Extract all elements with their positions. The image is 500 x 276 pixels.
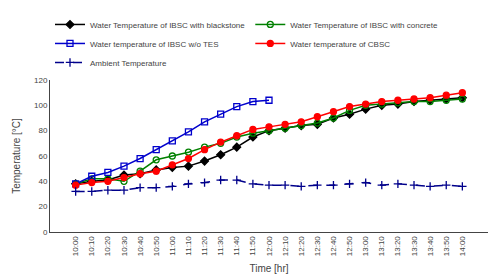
svg-text:Water temperature of IBSC w/o: Water temperature of IBSC w/o TES [90,40,219,49]
svg-text:10:00: 10:00 [71,236,80,257]
svg-text:13:00: 13:00 [361,236,370,257]
svg-text:60: 60 [38,152,47,161]
svg-text:10:30: 10:30 [120,236,129,257]
svg-text:12:30: 12:30 [313,236,322,257]
svg-text:11:10: 11:10 [184,236,193,256]
svg-text:11:30: 11:30 [216,236,225,256]
svg-text:10:40: 10:40 [136,236,145,257]
svg-text:13:30: 13:30 [410,236,419,257]
svg-text:100: 100 [34,101,48,110]
svg-text:11:50: 11:50 [248,236,257,256]
svg-text:10:50: 10:50 [152,236,161,257]
svg-text:11:00: 11:00 [168,236,177,256]
svg-text:Water temperature of CBSC: Water temperature of CBSC [290,40,390,49]
svg-text:11:20: 11:20 [200,236,209,256]
svg-text:11:40: 11:40 [232,236,241,256]
svg-text:Ambient Temperature: Ambient Temperature [90,59,167,68]
svg-text:12:40: 12:40 [329,236,338,257]
svg-text:12:10: 12:10 [281,236,290,257]
svg-text:80: 80 [38,126,47,135]
svg-text:14:00: 14:00 [458,236,467,257]
svg-text:40: 40 [38,177,47,186]
svg-text:Temperature [°C]: Temperature [°C] [11,118,22,194]
svg-text:Water Temperature of IBSC with: Water Temperature of IBSC with concrete [290,21,438,30]
svg-text:20: 20 [38,202,47,211]
svg-text:10:10: 10:10 [87,236,96,257]
svg-text:12:50: 12:50 [345,236,354,257]
svg-text:12:20: 12:20 [297,236,306,257]
svg-text:Time [hr]: Time [hr] [249,263,288,274]
svg-text:Water Temperature of IBSC with: Water Temperature of IBSC with blackston… [90,21,245,30]
svg-text:10:20: 10:20 [103,236,112,257]
svg-text:13:10: 13:10 [377,236,386,257]
svg-text:13:20: 13:20 [394,236,403,257]
svg-text:0: 0 [43,228,48,237]
svg-text:13:40: 13:40 [426,236,435,257]
svg-text:12:00: 12:00 [265,236,274,257]
svg-text:120: 120 [34,76,48,85]
svg-text:13:50: 13:50 [442,236,451,257]
